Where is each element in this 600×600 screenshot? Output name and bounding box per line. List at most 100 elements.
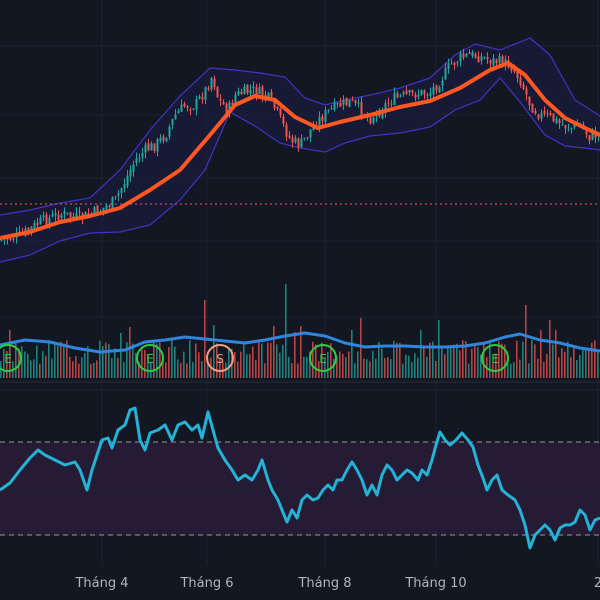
earnings-marker[interactable]: E [309,344,337,372]
candle-body [390,103,393,105]
volume-bar [252,346,254,378]
price-panel[interactable] [0,37,600,263]
candle-body [426,94,429,96]
candle-body [510,67,513,71]
candle-body [543,110,546,114]
volume-bar [189,340,191,378]
volume-bar [564,351,566,378]
volume-bar [72,361,74,378]
candle-body [435,85,438,91]
volume-bar [120,333,122,378]
split-marker[interactable]: S [206,344,234,372]
rsi-band-fill [0,442,600,535]
volume-bar [549,320,551,378]
volume-bar [183,351,185,378]
rsi-panel[interactable] [0,389,600,550]
volume-bar [471,348,473,378]
volume-bar [288,356,290,378]
volume-bar [285,284,287,378]
candle-body [213,78,216,88]
candle-body [318,116,321,128]
candle-body [516,71,519,78]
volume-bar [9,330,11,378]
volume-bar [594,340,596,378]
candle-body [189,109,192,111]
candle-body [333,102,336,110]
volume-bar [234,352,236,378]
candle-body [573,123,576,128]
volume-bar [33,359,35,378]
candle-body [342,99,345,105]
candle-body [270,91,273,97]
volume-bar [96,360,98,378]
volume-bar [366,359,368,378]
marker-label: E [491,352,499,366]
candle-body [525,88,528,95]
candle-body [486,57,489,60]
volume-bar [357,351,359,378]
volume-bar [507,362,509,378]
candle-body [552,113,555,122]
earnings-marker[interactable]: E [0,344,22,372]
candle-body [558,119,561,124]
candle-body [138,157,141,159]
candle-body [63,211,66,215]
volume-bar [558,357,560,378]
candle-body [564,125,567,129]
candle-body [186,106,189,108]
earnings-marker[interactable]: E [481,344,509,372]
volume-bar [456,343,458,378]
volume-bar [195,343,197,378]
candle-body [201,96,204,100]
volume-bar [540,330,542,378]
candle-body [570,127,573,129]
volume-bar [159,342,161,378]
candle-body [114,196,117,198]
candle-body [285,124,288,137]
volume-bar [264,363,266,378]
candle-body [534,110,537,114]
candle-body [231,102,234,106]
candle-body [234,94,237,104]
volume-bar [66,340,68,378]
candle-body [198,96,201,99]
candle-body [540,112,543,119]
volume-bar [453,344,455,378]
candle-body [249,90,252,94]
candle-body [132,164,135,172]
volume-bar [15,343,17,378]
earnings-marker[interactable]: E [136,344,164,372]
volume-bar [468,363,470,378]
candle-body [120,188,123,193]
candle-body [492,57,495,66]
candle-body [51,214,54,217]
volume-bar [39,363,41,378]
candle-body [84,212,87,218]
volume-bar [495,353,497,378]
volume-bar [435,360,437,378]
volume-bar [459,350,461,378]
candle-body [273,98,276,109]
volume-bar [531,340,533,378]
candle-body [210,77,213,90]
volume-bar [126,342,128,378]
volume-bar [504,344,506,378]
volume-bar [51,358,53,378]
volume-bar [291,363,293,378]
volume-bar [588,350,590,378]
volume-bar [309,351,311,378]
rsi-line [0,406,600,550]
candle-body [27,227,30,231]
candle-body [345,97,348,106]
volume-bar [138,361,140,378]
candle-body [309,129,312,138]
candle-body [324,110,327,122]
x-tick-label: 2 [594,576,600,591]
candle-body [30,226,33,231]
candle-body [357,102,360,104]
volume-bar [360,318,362,378]
candle-body [261,86,264,97]
lower-band-line [0,77,600,263]
